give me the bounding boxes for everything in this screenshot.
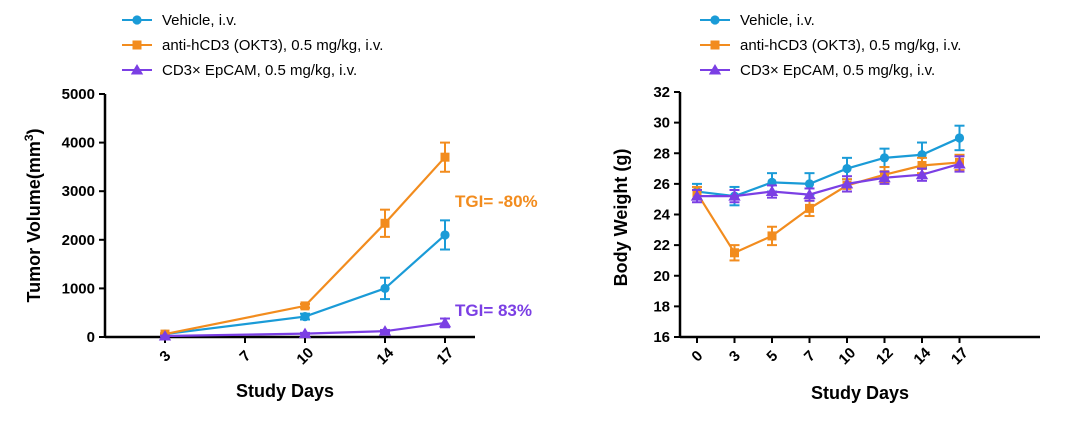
legend-label-vehicle: Vehicle, i.v. bbox=[740, 12, 815, 29]
right-point-cd3epcam bbox=[953, 157, 966, 169]
left-point-cd3epcam bbox=[378, 325, 392, 336]
right-y-tick-label: 28 bbox=[653, 145, 670, 162]
right-x-tick-label: 0 bbox=[688, 347, 706, 365]
left-annotation-tgi: TGI= 83% bbox=[455, 301, 532, 320]
right-point-vehicle bbox=[954, 133, 965, 143]
right-point-cd3epcam bbox=[765, 185, 779, 197]
right-x-axis-title: Study Days bbox=[811, 383, 909, 403]
right-y-tick-label: 26 bbox=[653, 176, 670, 193]
right-point-vehicle bbox=[879, 153, 890, 163]
right-y-tick-label: 32 bbox=[653, 84, 670, 101]
left-point-cd3epcam bbox=[158, 330, 172, 341]
right-x-tick-label: 5 bbox=[763, 347, 781, 365]
left-x-tick-label: 10 bbox=[293, 344, 317, 368]
left-point-okt3 bbox=[440, 152, 450, 162]
legend-marker-okt3 bbox=[710, 40, 720, 50]
legend-label-okt3: anti-hCD3 (OKT3), 0.5 mg/kg, i.v. bbox=[740, 37, 961, 54]
legend-marker-cd3epcam bbox=[708, 64, 722, 75]
left-series-line-vehicle bbox=[164, 234, 446, 336]
left-x-tick-label: 14 bbox=[373, 344, 397, 368]
left-point-cd3epcam bbox=[298, 327, 312, 339]
left-y-axis-title-sup: 3 bbox=[22, 134, 36, 141]
right-x-tick-label: 17 bbox=[948, 344, 972, 368]
left-y-tick-label: 1000 bbox=[62, 280, 95, 297]
right-series-line-cd3epcam bbox=[697, 162, 960, 198]
right-point-okt3 bbox=[730, 248, 739, 258]
right-y-tick-label: 16 bbox=[653, 329, 670, 346]
right-point-cd3epcam bbox=[878, 171, 891, 183]
right-series-line-vehicle bbox=[696, 136, 960, 198]
right-x-tick-label: 7 bbox=[801, 347, 819, 365]
left-x-tick-label: 17 bbox=[433, 344, 457, 368]
right-point-okt3 bbox=[767, 231, 777, 241]
legend-marker-cd3epcam bbox=[130, 64, 144, 75]
left-x-tick-label: 3 bbox=[156, 347, 174, 365]
right-y-tick-label: 20 bbox=[653, 268, 670, 285]
right-y-tick-label: 24 bbox=[653, 207, 670, 224]
right-x-tick-label: 12 bbox=[873, 344, 897, 368]
right-point-okt3 bbox=[917, 161, 927, 170]
right-y-tick-label: 22 bbox=[653, 237, 670, 254]
left-point-okt3 bbox=[300, 301, 310, 311]
left-y-tick-label: 0 bbox=[87, 329, 95, 346]
right-point-okt3 bbox=[805, 203, 814, 213]
left-point-vehicle bbox=[380, 283, 390, 293]
left-y-axis-title: Tumor Volume(mm3) bbox=[22, 128, 44, 302]
right-point-cd3epcam bbox=[803, 188, 816, 200]
left-y-tick-label: 3000 bbox=[62, 183, 95, 200]
left-annotation-tgi: TGI= -80% bbox=[455, 192, 538, 211]
right-y-tick-label: 18 bbox=[653, 298, 670, 315]
right-y-tick-label: 30 bbox=[653, 115, 670, 132]
right-x-tick-label: 14 bbox=[910, 344, 934, 368]
right-x-tick-label: 3 bbox=[726, 347, 744, 365]
left-y-axis-title-main: Tumor Volume(mm bbox=[24, 141, 44, 302]
left-x-tick-label: 7 bbox=[236, 347, 254, 365]
legend-label-cd3epcam: CD3× EpCAM, 0.5 mg/kg, i.v. bbox=[162, 62, 357, 79]
right-point-cd3epcam bbox=[915, 168, 929, 180]
left-point-vehicle bbox=[300, 311, 310, 322]
legend-marker-vehicle bbox=[132, 15, 142, 25]
left-x-axis-title: Study Days bbox=[236, 381, 334, 401]
left-y-tick-label: 5000 bbox=[62, 86, 95, 103]
left-series-line-cd3epcam bbox=[164, 321, 446, 338]
legend-label-okt3: anti-hCD3 (OKT3), 0.5 mg/kg, i.v. bbox=[162, 37, 383, 54]
left-point-okt3 bbox=[380, 218, 390, 228]
legend-label-vehicle: Vehicle, i.v. bbox=[162, 12, 237, 29]
left-y-tick-label: 4000 bbox=[62, 135, 95, 152]
right-series-line-okt3 bbox=[696, 161, 960, 255]
left-point-vehicle bbox=[440, 230, 450, 240]
right-point-cd3epcam bbox=[840, 177, 854, 189]
right-point-cd3epcam bbox=[728, 190, 741, 201]
left-y-tick-label: 2000 bbox=[62, 232, 95, 249]
legend-label-cd3epcam: CD3× EpCAM, 0.5 mg/kg, i.v. bbox=[740, 62, 935, 79]
left-point-cd3epcam bbox=[438, 316, 452, 328]
right-point-vehicle bbox=[842, 163, 852, 174]
legend-marker-vehicle bbox=[710, 15, 720, 25]
left-y-axis-title-close: ) bbox=[24, 128, 44, 134]
legend-marker-okt3 bbox=[132, 40, 142, 50]
right-x-tick-label: 10 bbox=[835, 344, 859, 368]
left-series-line-okt3 bbox=[164, 156, 446, 336]
right-point-vehicle bbox=[804, 179, 815, 189]
right-point-cd3epcam bbox=[690, 190, 704, 201]
right-y-axis-title: Body Weight (g) bbox=[611, 149, 631, 287]
